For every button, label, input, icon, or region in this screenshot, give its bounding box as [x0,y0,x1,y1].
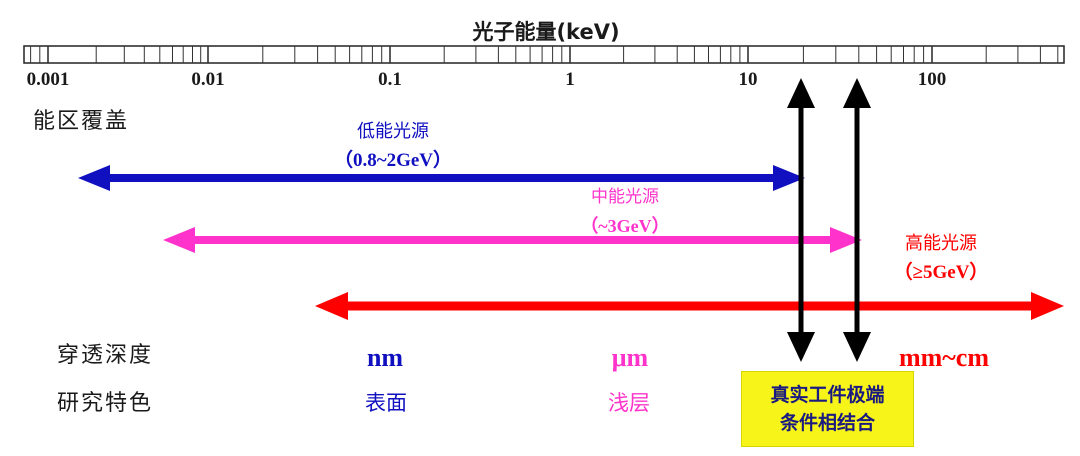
scale-bar-frame [23,45,1065,64]
tick-label-0.01: 0.01 [191,69,224,90]
scale-tick-labels: 0.001 0.01 0.1 1 10 100 [27,69,947,90]
tick-label-0.001: 0.001 [27,69,70,90]
mid-feature-value: 浅层 [608,391,650,415]
boundary-arrow-right [843,78,871,362]
low-energy-source: 低能光源 （0.8~2GeV） [78,121,805,191]
boundary-arrow-left [787,78,815,362]
highlight-line-1: 真实工件极端 [770,384,885,406]
row-label-feature: 研究特色 [57,391,153,416]
boundary-arrow-left-head-top [787,78,815,108]
mid-range-arrow-head-right [830,227,862,253]
low-feature-value: 表面 [365,391,407,415]
boundary-arrow-right-head-bottom [843,332,871,362]
tick-label-100: 100 [918,69,947,90]
low-source-energy: （0.8~2GeV） [334,148,452,171]
highlight-box: 真实工件极端 条件相结合 [741,371,914,447]
high-range-arrow-head-left [315,292,348,320]
row-label-penetration: 穿透深度 [57,343,153,368]
boundary-arrow-right-head-top [843,78,871,108]
low-source-name: 低能光源 [357,121,429,142]
scale-minor-ticks [30,46,1059,63]
tick-label-10: 10 [739,69,758,90]
high-depth-value: mm~cm [899,343,989,372]
high-range-arrow-head-right [1031,292,1064,320]
row-label-coverage: 能区覆盖 [33,109,129,134]
boundary-arrow-left-head-bottom [787,332,815,362]
mid-depth-value: μm [612,343,649,372]
mid-range-arrow-head-left [163,227,195,253]
high-energy-source: 高能光源 （≥5GeV） [315,233,1064,320]
mid-source-name: 中能光源 [591,187,659,207]
mid-source-energy: （~3GeV） [580,216,669,236]
high-source-energy: （≥5GeV） [894,260,989,283]
high-source-name: 高能光源 [905,233,977,254]
low-range-arrow-head-left [78,165,110,191]
low-depth-value: nm [367,343,403,372]
highlight-line-2: 条件相结合 [779,412,875,434]
mid-energy-source: 中能光源 （~3GeV） [163,187,862,253]
low-range-arrow-head-right [773,165,805,191]
energy-scale-bar [23,45,1065,64]
scale-title: 光子能量(keV) [471,20,619,44]
tick-label-1: 1 [565,69,575,90]
tick-label-0.1: 0.1 [378,69,402,90]
